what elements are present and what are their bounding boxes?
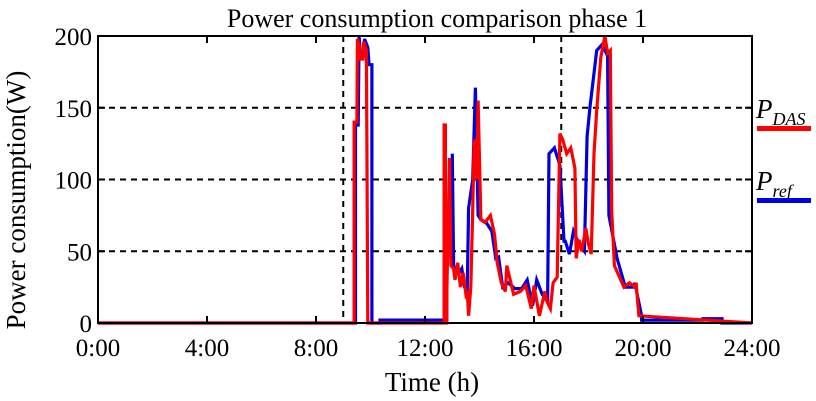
legend-swatch [757,126,811,131]
x-axis-title: Time (h) [385,367,479,397]
x-tick-label: 24:00 [724,335,781,362]
y-tick-label: 50 [67,239,92,266]
x-tick-label: 0:00 [76,335,120,362]
legend-label: PDAS [755,94,806,129]
x-tick-label: 12:00 [397,335,454,362]
x-tick-label: 8:00 [294,335,338,362]
legend-swatch [757,198,811,203]
x-tick-label: 20:00 [615,335,672,362]
y-tick-label: 0 [80,311,93,338]
x-tick-label: 4:00 [185,335,229,362]
y-axis-title: Power consumption(W) [1,71,31,330]
chart-title: Power consumption comparison phase 1 [227,4,647,33]
y-tick-label: 100 [55,168,93,195]
y-axis-ticks: 0 50 100 150 200 [55,24,752,338]
legend-label: Pref [755,166,795,201]
x-tick-label: 16:00 [506,335,563,362]
y-tick-label: 150 [55,96,93,123]
legend: PDAS Pref [755,94,811,203]
data-series [98,35,753,325]
y-tick-label: 200 [55,24,93,51]
legend-item-ref: Pref [755,166,811,203]
x-axis-ticks: 0:00 4:00 8:00 12:00 16:00 20:00 24:00 [76,36,781,362]
legend-item-das: PDAS [755,94,811,131]
series-line-p-das [98,35,753,325]
grid-lines [98,106,752,253]
